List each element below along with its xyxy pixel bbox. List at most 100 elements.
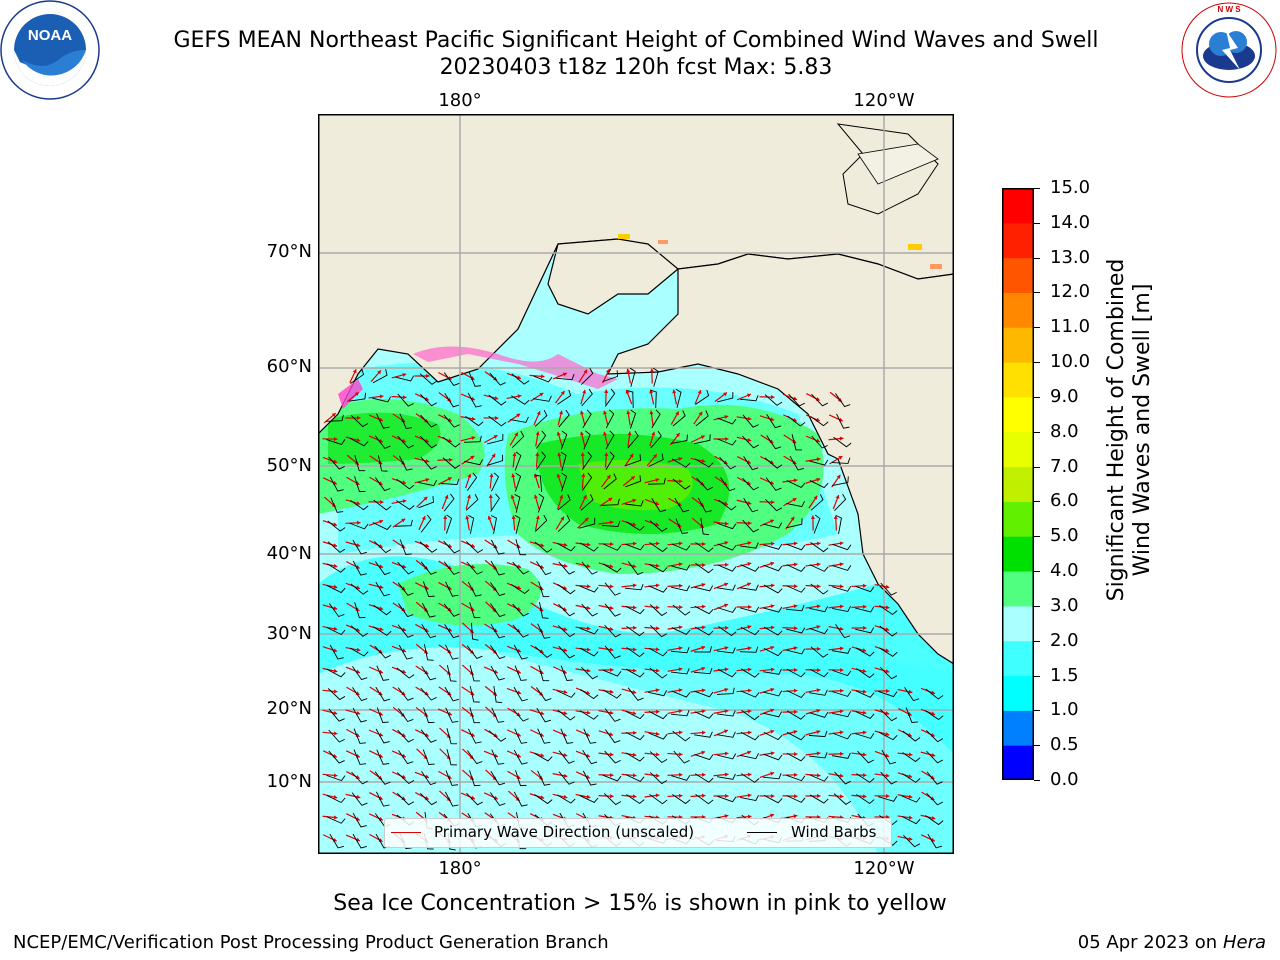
wave-direction-arrowhead: [626, 410, 631, 415]
wave-direction-arrowhead: [379, 627, 384, 632]
wave-direction-arrowhead: [632, 668, 637, 673]
wind-barb: [766, 414, 782, 429]
wind-barb: [694, 731, 713, 738]
wave-direction-arrowhead: [794, 709, 798, 715]
wind-barb: [581, 603, 598, 617]
wave-direction-arrowhead: [333, 668, 338, 673]
wind-barb: [326, 563, 346, 573]
wind-barb: [763, 647, 783, 657]
wave-direction-arrowhead: [356, 501, 361, 506]
wind-barb: [926, 730, 944, 743]
wind-barb: [763, 543, 783, 550]
wave-direction-arrowhead: [649, 410, 654, 415]
lon-label-top-180: 180°: [438, 90, 482, 111]
wave-direction-arrowhead: [678, 793, 683, 798]
wind-barb: [855, 647, 875, 657]
wave-direction-arrowhead: [701, 688, 706, 693]
wave-direction-arrowhead: [632, 647, 637, 652]
wave-direction-arrowhead: [770, 687, 775, 692]
wind-barb: [372, 396, 392, 403]
wind-barb: [326, 668, 346, 678]
wind-barb: [487, 434, 504, 445]
wave-direction-arrowhead: [862, 794, 867, 799]
wind-barb: [629, 409, 637, 429]
wave-direction-arrowhead: [724, 709, 729, 714]
wind-barb: [786, 731, 806, 741]
colorbar-label-line1: Significant Height of Combined: [1104, 258, 1129, 602]
wave-direction-arrowhead: [563, 648, 568, 653]
wind-barb: [373, 604, 392, 616]
wave-direction-arrowhead: [771, 793, 775, 799]
wind-barb: [444, 686, 459, 702]
wind-barb: [536, 687, 552, 702]
wave-direction-arrowhead: [563, 627, 568, 632]
wind-barb: [353, 728, 366, 744]
chart-title: GEFS MEAN Northeast Pacific Significant …: [173, 28, 1099, 53]
wind-barb: [762, 773, 782, 780]
wind-barb: [881, 749, 896, 765]
wind-barb: [809, 794, 829, 804]
wind-barb: [514, 665, 527, 681]
wind-barb: [786, 500, 805, 508]
wind-barb: [558, 409, 570, 428]
wind-barb: [581, 561, 598, 575]
wind-barb: [651, 409, 661, 429]
wave-direction-arrowhead: [678, 541, 683, 546]
wind-barb: [809, 627, 829, 635]
wind-barb: [603, 793, 622, 806]
wave-direction-arrowhead: [449, 457, 453, 462]
wave-direction-arrowhead: [723, 729, 728, 734]
wind-barb: [329, 833, 344, 849]
wave-direction-arrowhead: [839, 584, 844, 589]
wind-barb: [490, 645, 506, 660]
wind-barb: [326, 585, 346, 594]
wind-barb: [443, 540, 460, 554]
wind-barb: [465, 541, 484, 554]
wave-direction-arrowhead: [908, 836, 913, 841]
wind-barb: [328, 729, 345, 743]
wind-barb: [717, 647, 736, 654]
wave-direction-arrowhead: [447, 649, 452, 654]
wind-barb: [765, 498, 783, 512]
wave-direction-arrowhead: [724, 814, 729, 819]
wind-barb: [717, 731, 736, 738]
nws-logo-icon: N W S: [1178, 0, 1280, 100]
wave-direction-arrowhead: [885, 584, 890, 589]
wave-direction-arrowhead: [655, 773, 660, 778]
wind-barb: [466, 792, 484, 806]
colorbar-tick-label: 5.0: [1050, 525, 1079, 547]
wind-barb: [625, 668, 645, 678]
wave-direction-arrowhead: [491, 453, 496, 458]
wind-barb: [354, 602, 366, 619]
wave-direction-arrowhead: [793, 626, 798, 631]
wave-direction-arrowhead: [649, 389, 654, 394]
wave-direction-arrowhead: [655, 688, 660, 693]
wave-direction-arrowhead: [586, 794, 591, 799]
wind-barb: [694, 626, 714, 636]
colorbar-segment: [1002, 188, 1034, 224]
wind-barb: [328, 708, 345, 722]
wave-direction-arrowhead: [862, 773, 867, 778]
wind-barb: [423, 644, 434, 661]
wind-barb: [325, 414, 344, 422]
wind-barb: [327, 688, 346, 701]
wind-barb: [349, 392, 367, 402]
wind-barb: [513, 749, 528, 765]
wave-direction-arrowhead: [862, 668, 867, 673]
wave-direction-arrowhead: [839, 562, 844, 567]
wind-barb: [763, 690, 783, 697]
wind-barb: [602, 689, 622, 699]
wave-direction-arrowhead: [793, 688, 798, 693]
wave-direction-arrowhead: [813, 495, 818, 500]
wave-direction-arrowhead: [770, 561, 775, 566]
wave-direction-arrowhead: [747, 750, 752, 755]
wave-direction-arrowhead: [560, 516, 564, 521]
wind-barb: [397, 561, 414, 575]
wave-direction-arrowhead: [356, 438, 361, 443]
wind-barb: [560, 728, 574, 744]
wave-direction-arrowhead: [495, 415, 499, 421]
wave-direction-arrowhead: [603, 431, 608, 436]
wave-direction-arrowhead: [839, 626, 844, 631]
wind-barb: [626, 794, 645, 805]
wind-barb: [395, 375, 415, 382]
